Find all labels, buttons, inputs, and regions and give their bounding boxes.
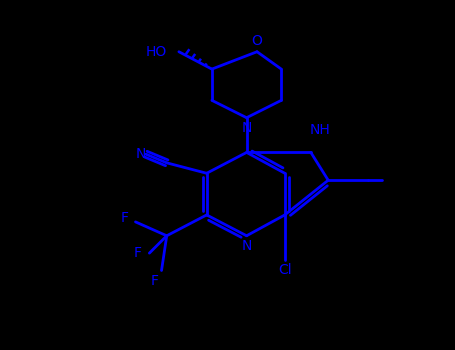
Text: F: F xyxy=(151,274,159,288)
Text: F: F xyxy=(133,246,141,260)
Text: N: N xyxy=(136,147,146,161)
Text: N: N xyxy=(242,239,252,253)
Text: O: O xyxy=(252,34,263,48)
Text: NH: NH xyxy=(309,123,330,137)
Text: Cl: Cl xyxy=(278,264,292,278)
Text: N: N xyxy=(242,121,252,135)
Text: F: F xyxy=(121,211,129,225)
Text: HO: HO xyxy=(146,45,167,59)
